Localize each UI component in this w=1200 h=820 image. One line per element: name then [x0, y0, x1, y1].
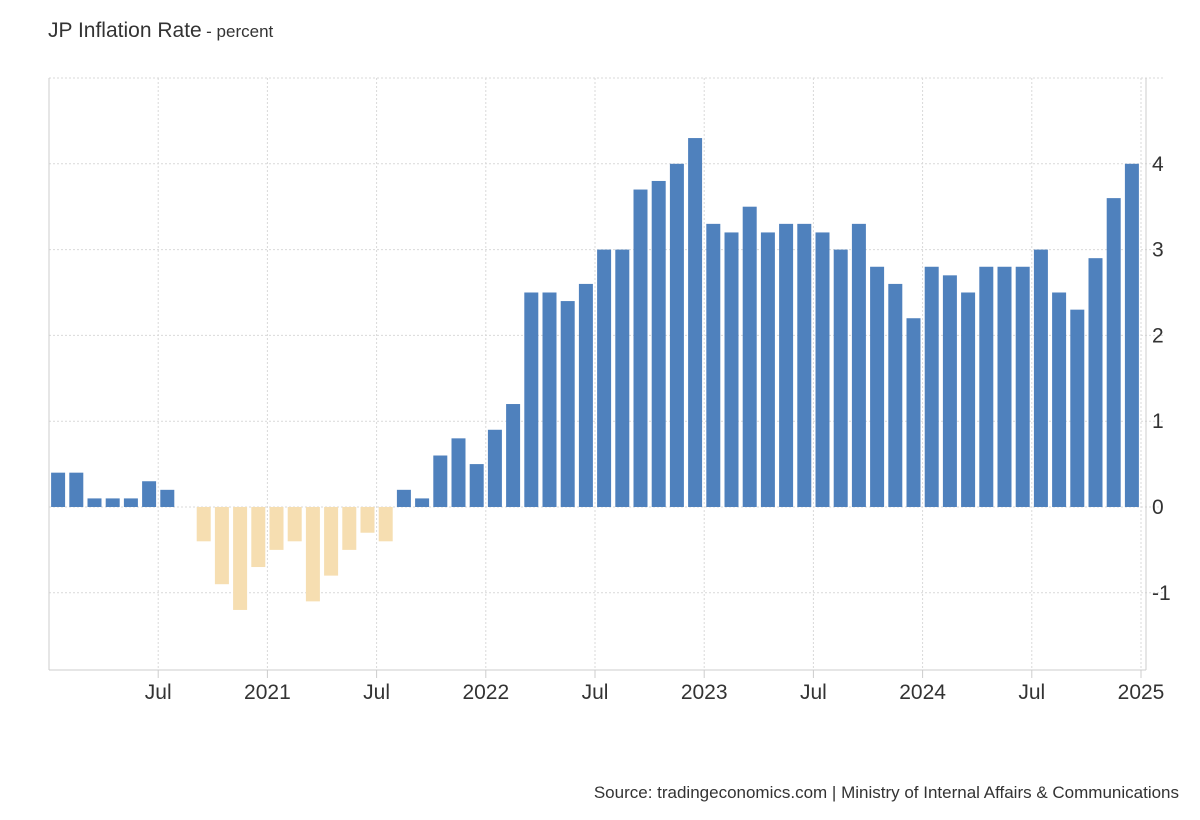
bar: [979, 266, 994, 507]
axes: [48, 78, 1147, 678]
bar: [469, 464, 484, 507]
bar: [1070, 309, 1085, 507]
bar: [633, 189, 648, 507]
bar: [396, 489, 411, 507]
bar: [669, 163, 684, 507]
bar: [196, 506, 211, 542]
bar: [1015, 266, 1030, 507]
bar: [779, 223, 794, 507]
x-tick-label: 2024: [899, 681, 946, 704]
bar: [433, 455, 448, 507]
bar: [615, 249, 630, 507]
bar: [997, 266, 1012, 507]
bar: [924, 266, 939, 507]
bar: [724, 232, 739, 507]
x-tick-label: 2023: [681, 681, 728, 704]
bar: [378, 506, 393, 542]
x-tick-label: 2022: [462, 681, 509, 704]
bar: [214, 506, 229, 585]
x-tick-label: Jul: [145, 681, 172, 704]
bar: [815, 232, 830, 507]
x-tick-label: Jul: [582, 681, 609, 704]
bar: [651, 180, 666, 507]
bar: [870, 266, 885, 507]
x-tick-label: Jul: [363, 681, 390, 704]
bar: [833, 249, 848, 507]
chart-title-block: JP Inflation Rate - percent: [48, 19, 273, 43]
y-tick-label: 4: [1152, 153, 1164, 176]
bar: [706, 223, 721, 507]
bar: [742, 206, 757, 507]
bar: [324, 506, 339, 576]
x-tick-label: Jul: [800, 681, 827, 704]
bar: [1106, 198, 1121, 507]
y-tick-label: 0: [1152, 496, 1164, 519]
x-tick-label: Jul: [1018, 681, 1045, 704]
bar: [506, 404, 521, 507]
bar: [123, 498, 138, 507]
bar: [1052, 292, 1067, 507]
bar: [1033, 249, 1048, 507]
bar: [269, 506, 284, 550]
bar: [160, 489, 175, 507]
x-tick-label: 2021: [244, 681, 291, 704]
bar: [360, 506, 375, 533]
bar: [942, 275, 957, 507]
y-tick-label: 3: [1152, 239, 1164, 262]
chart-title: JP Inflation Rate: [48, 19, 202, 42]
bar: [105, 498, 120, 507]
y-tick-label: 1: [1152, 410, 1164, 433]
bar: [560, 301, 575, 507]
source-note: Source: tradingeconomics.com | Ministry …: [593, 783, 1179, 802]
bar: [961, 292, 976, 507]
bar: [451, 438, 466, 507]
chart-subtitle: - percent: [206, 22, 274, 41]
bar: [342, 506, 357, 550]
bar: [578, 283, 593, 507]
bar: [888, 283, 903, 507]
bar: [597, 249, 612, 507]
bar: [87, 498, 102, 507]
bar-series: [51, 138, 1139, 610]
bar: [487, 429, 502, 507]
bar: [906, 318, 921, 507]
bar: [1124, 163, 1139, 507]
bar: [688, 138, 703, 507]
grid-lines: [49, 77, 1165, 670]
y-tick-label: -1: [1152, 582, 1171, 605]
bar: [797, 223, 812, 507]
bar: [287, 506, 302, 542]
bar: [142, 481, 157, 507]
bar: [415, 498, 430, 507]
y-tick-labels: -1 0 1 2 3 4: [1152, 153, 1171, 605]
bar: [542, 292, 557, 507]
bar: [251, 506, 266, 568]
y-tick-label: 2: [1152, 324, 1164, 347]
bar: [760, 232, 775, 507]
bar: [851, 223, 866, 507]
bar: [1088, 258, 1103, 507]
bar: [524, 292, 539, 507]
x-tick-label: 2025: [1118, 681, 1165, 704]
bar: [233, 506, 248, 610]
bar: [305, 506, 320, 602]
bar: [69, 472, 84, 507]
x-tick-labels: Jul 2021 Jul 2022 Jul 2023 Jul 2024 Jul 2025: [145, 681, 1165, 704]
bar: [51, 472, 66, 507]
